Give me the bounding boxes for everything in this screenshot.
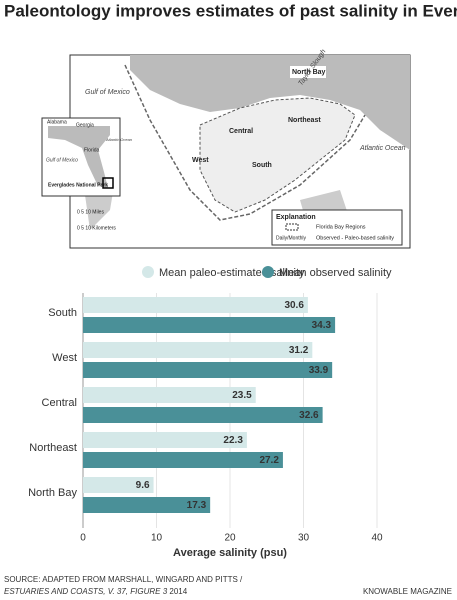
bar <box>83 342 313 358</box>
map-label: North Bay <box>292 69 326 76</box>
scale: 0 5 10 Miles <box>77 209 104 215</box>
source: SOURCE: ADAPTED FROM MARSHALL, WINGARD A… <box>4 575 243 584</box>
inset-label: Everglades National Park <box>48 182 108 188</box>
x-axis-label: Average salinity (psu) <box>173 547 287 559</box>
y-tick-label: West <box>52 352 77 364</box>
inset-label: Florida <box>84 147 100 153</box>
park-boundary <box>124 64 366 221</box>
legend-symbol <box>285 223 299 231</box>
value-label: 22.3 <box>223 435 243 446</box>
bar <box>83 387 256 403</box>
x-tick-label: 20 <box>224 533 236 544</box>
value-label: 17.3 <box>187 500 207 511</box>
explanation-title: Explanation <box>276 214 316 221</box>
value-label: 33.9 <box>309 365 329 376</box>
map-label: West <box>192 157 209 164</box>
bar <box>83 497 211 513</box>
source-year: 2014 <box>169 587 187 596</box>
bar <box>83 452 283 468</box>
explanation-box <box>271 209 403 246</box>
y-tick-label: Northeast <box>29 442 77 454</box>
inset-label: Atlantic Ocean <box>105 137 133 142</box>
park <box>199 97 356 213</box>
explanation-text: Daily/Monthly <box>276 235 307 241</box>
map: Gulf of Mexico North Bay Northeast Centr… <box>41 48 411 249</box>
x-tick-label: 0 <box>80 533 86 544</box>
map-label: Gulf of Mexico <box>85 89 130 96</box>
explanation-text: Observed - Paleo-based salinity <box>316 235 394 241</box>
source: ESTUARIES AND COASTS, V. 37, FIGURE 3 20… <box>4 587 188 596</box>
scale: 0 5 10 Kilometers <box>77 225 116 231</box>
value-label: 30.6 <box>284 300 304 311</box>
value-label: 23.5 <box>232 390 252 401</box>
bar <box>83 362 333 378</box>
bar <box>83 297 308 313</box>
bar <box>83 432 247 448</box>
bar <box>83 317 336 333</box>
bar <box>83 477 154 493</box>
map-label: South <box>252 162 272 169</box>
y-tick-label: Central <box>42 397 77 409</box>
inset-label: Georgia <box>76 122 94 128</box>
map-label: Atlantic Ocean <box>359 145 406 152</box>
x-tick-label: 10 <box>151 533 163 544</box>
value-label: 34.3 <box>312 320 332 331</box>
explanation-text: Florida Bay Regions <box>316 224 366 230</box>
credit: KNOWABLE MAGAZINE <box>363 587 452 596</box>
x-tick-label: 30 <box>298 533 310 544</box>
legend-swatch <box>262 266 274 278</box>
value-label: 32.6 <box>299 410 319 421</box>
source-italic: ESTUARIES AND COASTS, V. 37, FIGURE 3 <box>4 587 168 596</box>
value-label: 9.6 <box>136 480 150 491</box>
mainland <box>130 55 410 150</box>
bar <box>83 407 323 423</box>
map-label: Northeast <box>288 117 321 124</box>
value-label: 31.2 <box>289 345 309 356</box>
y-tick-label: South <box>48 307 77 319</box>
inset-land <box>48 126 110 188</box>
inset-label: Gulf of Mexico <box>46 157 78 163</box>
value-label: 27.2 <box>259 455 279 466</box>
label-bg <box>290 66 326 78</box>
legend-label: Mean observed salinity <box>279 267 392 279</box>
map-label: Central <box>229 128 253 135</box>
y-tick-label: North Bay <box>28 487 77 499</box>
title-line: Paleontology improves estimates of past … <box>4 1 457 20</box>
legend-swatch <box>142 266 154 278</box>
x-tick-label: 40 <box>371 533 383 544</box>
inset-marker <box>102 177 114 189</box>
inset: Alabama Georgia Florida Gulf of Mexico A… <box>41 117 133 197</box>
inset-label: Alabama <box>47 119 67 125</box>
